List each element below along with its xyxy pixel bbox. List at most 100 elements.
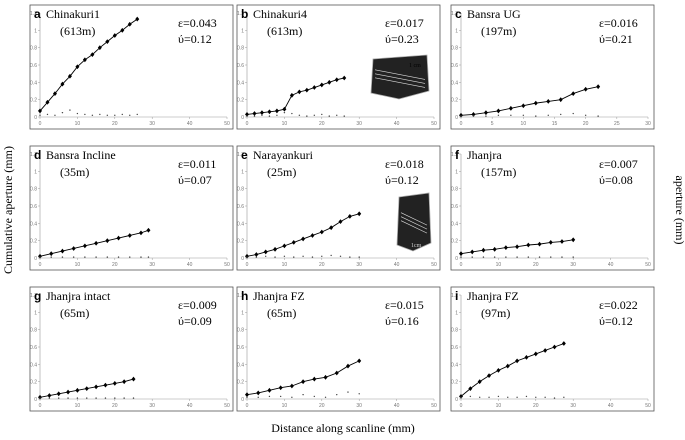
panel-subtitle: (65m): [60, 306, 89, 320]
y-tick-label: 0.8: [30, 187, 37, 193]
x-tick-label: 25: [614, 121, 620, 127]
data-point: [273, 246, 278, 252]
y-tick-label: 0: [455, 256, 458, 262]
panel-subtitle: (613m): [267, 24, 302, 38]
data-point: [131, 376, 136, 382]
panel: 0 0.2 0.4 0.6 0.8 1 1.2 0 10 20 30 40 50 i Jhanjra FZ (…: [450, 286, 655, 412]
y-tick-label: 0.6: [30, 63, 37, 69]
x-tick-label: 20: [533, 403, 539, 409]
data-dot: [553, 397, 556, 399]
series-line: [460, 86, 599, 116]
data-dot: [257, 396, 259, 398]
y-tick-label: 0.8: [237, 187, 244, 193]
data-point: [116, 235, 121, 241]
data-dot: [291, 396, 293, 398]
data-dot: [597, 115, 599, 117]
panel-frame: [29, 145, 234, 271]
x-tick-label: 40: [608, 262, 614, 268]
data-dot: [472, 115, 475, 117]
y-tick-label: 0.2: [237, 239, 244, 245]
y-tick-label: 0.2: [30, 380, 37, 386]
data-dot: [535, 396, 537, 398]
data-dot: [507, 396, 509, 398]
data-dot: [274, 256, 276, 258]
data-point: [245, 112, 249, 117]
data-dot: [117, 256, 120, 258]
y-tick-label: 0.8: [237, 46, 244, 52]
data-point: [477, 379, 482, 385]
panel-letter: i: [455, 289, 458, 303]
y-tick-label: 0.8: [237, 328, 244, 334]
data-point: [267, 109, 272, 115]
y-tick-label: 0.6: [237, 204, 244, 210]
data-dot: [76, 112, 79, 115]
y-tick-label: 1: [34, 169, 37, 175]
data-dot: [493, 256, 496, 258]
data-dot: [328, 115, 330, 117]
data-dot: [246, 115, 248, 117]
annotation: ύ=0.12: [178, 32, 212, 46]
x-tick-label: 30: [356, 262, 362, 268]
x-tick-label: 10: [75, 262, 81, 268]
panel-title: Chinakuri1: [46, 7, 100, 21]
data-point: [94, 240, 99, 246]
data-point: [327, 79, 332, 85]
y-tick-label: 0.8: [451, 46, 458, 52]
data-point: [301, 379, 306, 385]
annotation: ε=0.011: [178, 157, 216, 171]
data-point: [503, 245, 508, 250]
data-dot: [505, 256, 507, 258]
data-dot: [349, 256, 351, 258]
data-point: [521, 103, 526, 109]
data-point: [533, 351, 538, 357]
panel: 0 0.2 0.4 0.6 0.8 1 1.2 0 10 20 30 40 50 h Jhanjra FZ (…: [236, 286, 441, 412]
y-tick-label: 0.4: [30, 221, 37, 227]
data-point: [138, 230, 143, 236]
x-tick-label: 40: [608, 403, 614, 409]
y-tick-label: 1.2: [30, 11, 37, 17]
data-point: [245, 392, 249, 398]
data-point: [345, 363, 350, 369]
panel-letter: h: [241, 289, 248, 303]
data-point: [66, 389, 71, 395]
y-tick-label: 0.6: [451, 63, 458, 69]
y-tick-label: 0.4: [30, 80, 37, 86]
x-tick-label: 40: [394, 121, 400, 127]
data-point: [508, 105, 513, 111]
data-dot: [104, 397, 107, 399]
data-dot: [479, 396, 481, 398]
y-tick-label: 0.2: [30, 98, 37, 104]
data-dot: [544, 396, 546, 398]
panel-title: Chinakuri4: [253, 7, 307, 21]
data-point: [112, 33, 117, 38]
data-dot: [563, 396, 565, 398]
y-tick-label: 0.2: [451, 380, 458, 386]
y-tick-label: 0: [34, 115, 37, 121]
data-dot: [584, 114, 587, 116]
data-dot: [572, 112, 574, 115]
inset-fracture: [374, 73, 426, 84]
data-dot: [311, 256, 314, 258]
data-point: [571, 91, 576, 96]
data-point: [319, 82, 324, 88]
x-tick-label: 10: [282, 121, 288, 127]
data-point: [459, 251, 463, 257]
data-point: [483, 110, 488, 116]
data-point: [468, 386, 473, 391]
data-dot: [572, 256, 574, 258]
inset-label: 1cm: [411, 243, 422, 249]
data-point: [75, 64, 80, 70]
y-tick-label: 0.4: [451, 80, 458, 86]
y-tick-label: 0: [34, 256, 37, 262]
data-dot: [336, 114, 338, 116]
y-tick-label: 1.2: [30, 293, 37, 299]
data-dot: [67, 397, 69, 399]
data-point: [526, 242, 531, 248]
data-dot: [91, 114, 94, 116]
data-point: [558, 97, 563, 103]
data-point: [310, 233, 315, 238]
panel-subtitle: (65m): [267, 306, 296, 320]
data-dot: [72, 256, 75, 258]
y-tick-label: 0: [241, 256, 244, 262]
y-tick-label: 0.2: [451, 239, 458, 245]
